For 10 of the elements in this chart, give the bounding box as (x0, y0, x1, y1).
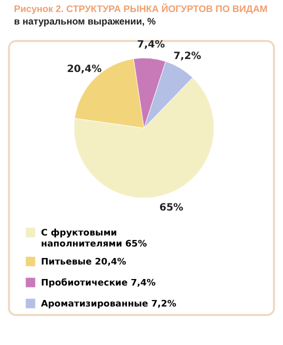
chart-title: Рисунок 2. СТРУКТУРА РЫНКА ЙОГУРТОВ ПО ВИДАМ (14, 3, 268, 15)
data-label: 20,4% (66, 64, 102, 75)
legend-label: С фруктовыми наполнителями 65% (41, 228, 147, 250)
legend-label: Питьевые 20,4% (41, 258, 126, 268)
data-label: 7,2% (173, 51, 202, 62)
chart-subtitle: в натуральном выражении, % (14, 16, 156, 28)
data-label: 7,4% (137, 39, 165, 50)
data-label: 65% (159, 202, 184, 214)
legend-label: Пробиотические 7,4% (41, 278, 156, 288)
legend-label: Ароматизированные 7,2% (41, 300, 176, 310)
